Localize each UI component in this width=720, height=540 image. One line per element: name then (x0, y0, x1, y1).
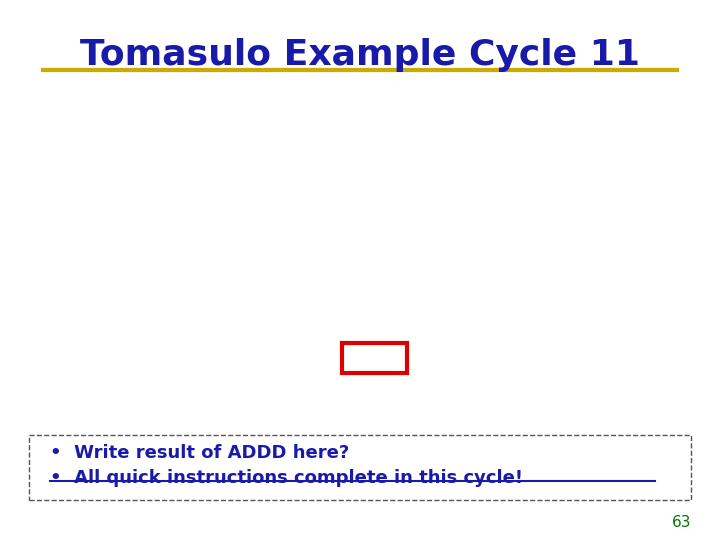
Text: 63: 63 (672, 515, 691, 530)
Text: •  Write result of ADDD here?: • Write result of ADDD here? (50, 444, 350, 462)
FancyBboxPatch shape (342, 343, 407, 373)
Text: •  All quick instructions complete in this cycle!: • All quick instructions complete in thi… (50, 469, 523, 487)
Text: Tomasulo Example Cycle 11: Tomasulo Example Cycle 11 (80, 38, 640, 72)
